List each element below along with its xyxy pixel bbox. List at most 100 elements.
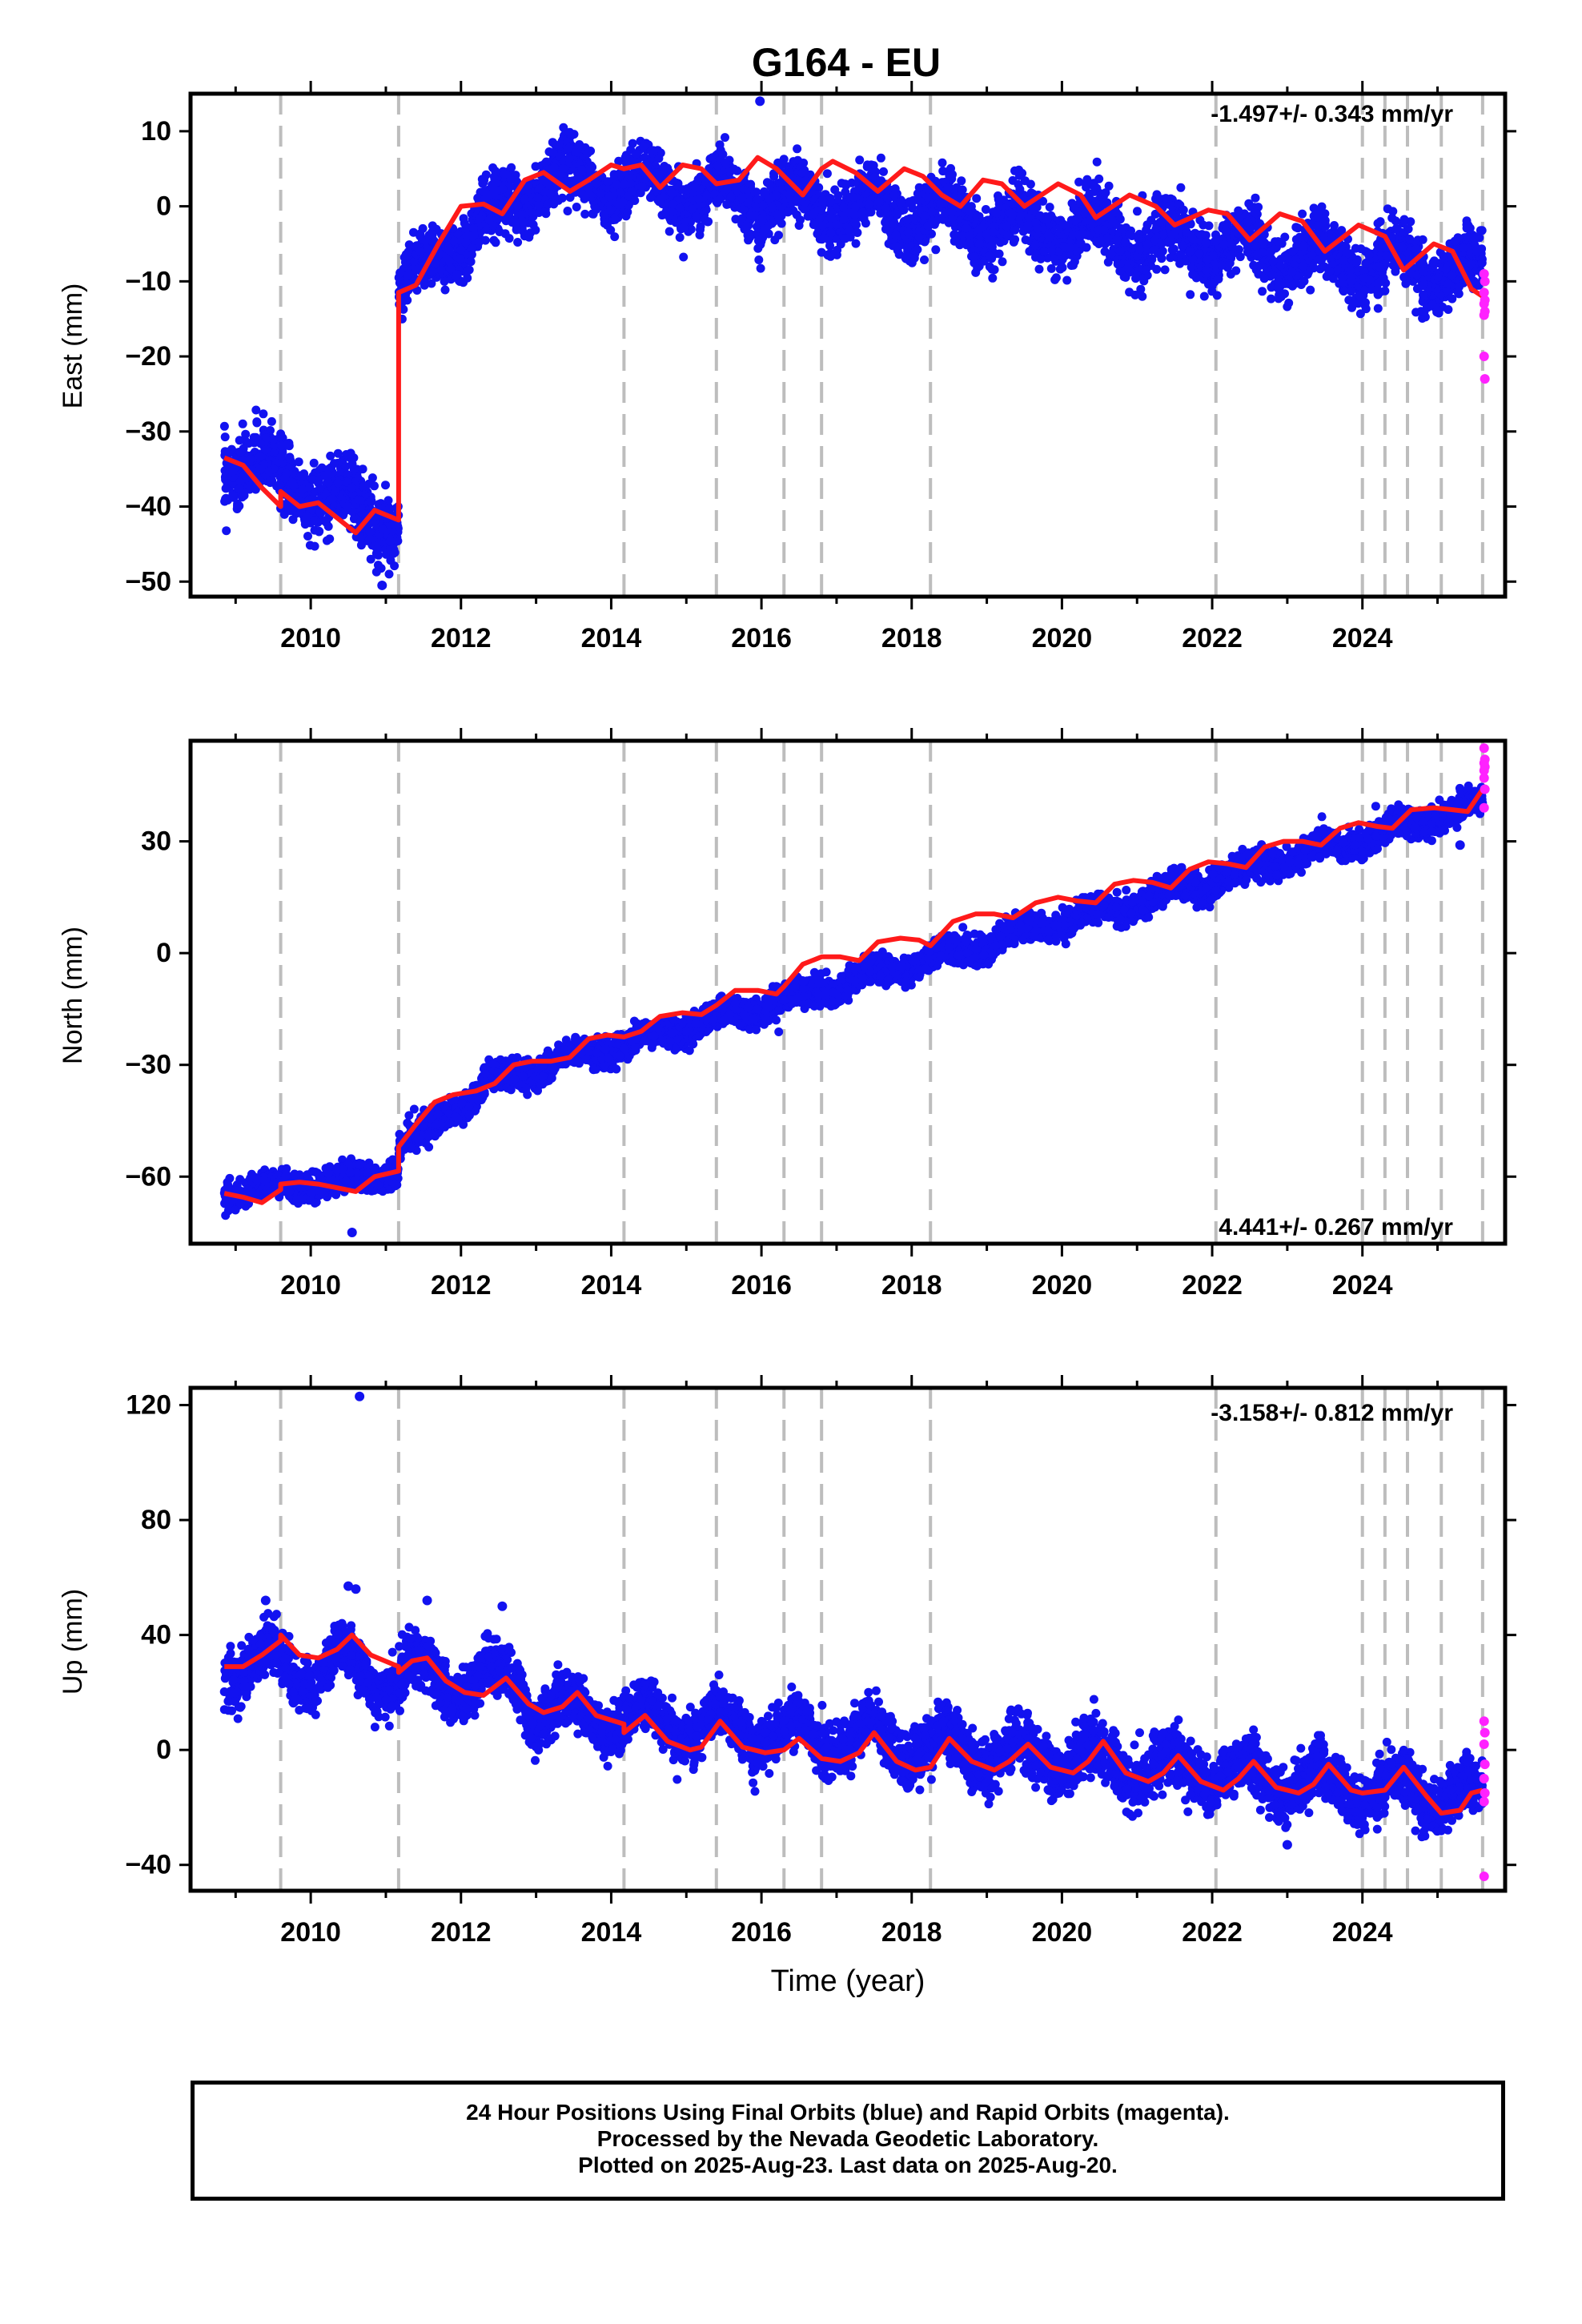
data-point [1164,236,1174,246]
data-point [282,440,291,450]
data-point [1298,209,1307,219]
data-point [1009,237,1018,247]
data-point [302,512,311,521]
data-point [539,207,548,216]
data-point [467,250,476,259]
data-point [342,450,351,459]
data-point [1066,261,1076,270]
east-plot-area [219,94,1488,597]
data-point [646,193,655,203]
data-point [440,285,450,295]
data-point [507,163,516,172]
data-point [252,417,262,427]
data-point [463,273,472,283]
data-point [675,233,685,242]
data-point [831,219,841,229]
data-point [822,169,832,179]
data-point [1103,257,1113,267]
data-point [972,194,982,203]
data-point [400,252,409,262]
data-point [1069,203,1078,213]
data-point [879,167,888,176]
data-point [428,221,437,231]
data-point [466,257,476,267]
data-point [251,485,260,493]
east-axis-label: East (mm) [58,283,88,409]
data-point [259,460,268,469]
data-point [1081,179,1090,188]
data-point [333,478,343,488]
data-point [303,532,312,541]
data-point [833,245,842,255]
data-point [1038,196,1048,206]
data-point [891,242,901,251]
data-point [280,473,290,483]
data-point [327,494,337,504]
data-point [1405,234,1415,243]
data-point [1104,181,1114,191]
data-point [390,548,400,557]
data-point [474,238,484,247]
data-point [358,464,367,474]
data-point [1328,274,1338,283]
data-point [825,241,834,251]
data-point [418,223,428,233]
data-point [841,179,850,189]
data-point [1462,223,1472,233]
data-point [753,195,763,204]
data-point [1380,286,1390,296]
data-point [845,227,854,236]
data-point [1045,232,1054,242]
data-point [261,445,271,454]
data-point [323,470,332,480]
data-point [1462,216,1472,226]
data-point [703,217,713,227]
data-point [480,195,489,204]
data-point [1034,264,1044,274]
data-point [436,265,446,275]
data-point [1178,205,1188,215]
data-point [371,567,381,577]
data-point [333,448,343,458]
data-point [1268,270,1278,279]
data-point [251,432,260,442]
data-point [512,225,521,235]
data-point [268,435,278,444]
data-point [409,257,419,266]
data-point [1159,230,1169,239]
data-point [322,536,331,545]
data-point [606,225,616,235]
data-point [1330,221,1339,230]
data-point [489,235,499,245]
data-point [323,478,333,488]
data-point [614,156,624,166]
data-point [971,267,981,277]
data-point [355,533,365,543]
data-point [1355,309,1365,319]
data-point [1101,188,1110,198]
data-point [1306,285,1315,295]
data-point [1470,239,1480,249]
data-point [297,485,307,495]
data-point [1008,175,1018,185]
data-point [520,195,530,204]
data-point [1443,305,1453,314]
data-point [235,501,244,511]
data-point [1430,256,1439,266]
data-point [228,491,238,501]
data-point [227,467,237,476]
data-point [461,238,471,247]
data-point [1010,166,1019,175]
data-point [435,249,444,259]
data-point [456,245,466,255]
data-point [498,184,508,194]
data-point [365,527,375,537]
data-point [1346,266,1355,275]
data-point [1010,225,1020,235]
data-point [620,153,630,163]
data-point [855,155,865,165]
data-point [246,455,255,464]
data-point [817,205,826,215]
data-point [330,459,339,468]
